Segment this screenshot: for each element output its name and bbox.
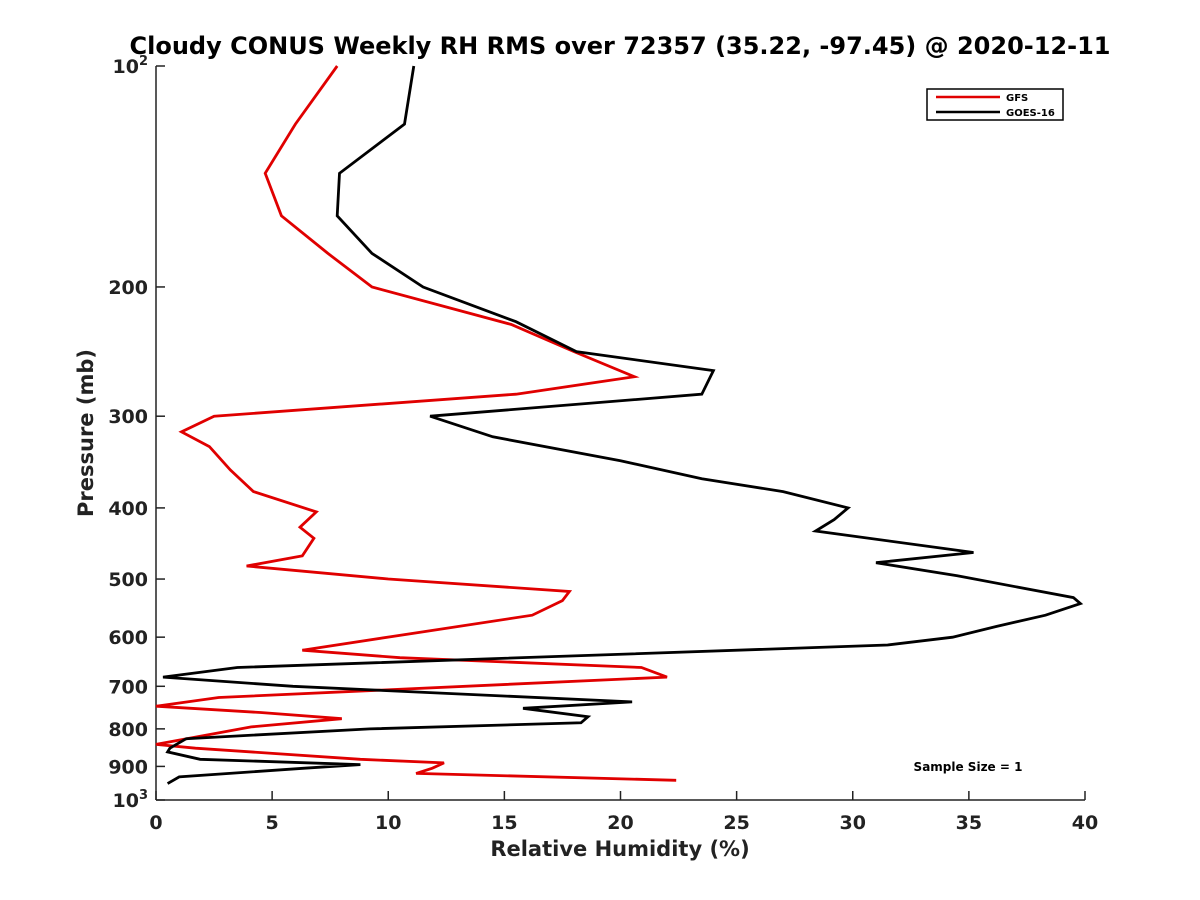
y-axis-label: Pressure (mb) xyxy=(74,349,98,517)
legend: GFS GOES-16 xyxy=(926,88,1064,121)
series-layer xyxy=(155,65,1084,785)
y-tick-label: 700 xyxy=(108,676,148,698)
x-tick-label: 10 xyxy=(375,812,401,834)
x-tick-label: 0 xyxy=(149,812,162,834)
x-tick-label: 40 xyxy=(1072,812,1098,834)
x-tick-label: 5 xyxy=(266,812,279,834)
y-tick-label: 400 xyxy=(108,498,148,520)
y-tick-label: 103 xyxy=(113,788,149,812)
x-tick-label: 25 xyxy=(723,812,749,834)
x-tick-label: 20 xyxy=(607,812,633,834)
y-tick-label: 800 xyxy=(108,719,148,741)
chart-title: Cloudy CONUS Weekly RH RMS over 72357 (3… xyxy=(130,32,1111,60)
x-tick-label: 35 xyxy=(956,812,982,834)
x-axis-ticks: 0 5 10 15 20 25 30 35 40 xyxy=(149,791,1098,834)
legend-entry-label: GFS xyxy=(1006,93,1028,104)
x-axis-label: Relative Humidity (%) xyxy=(490,837,749,861)
sample-size-annotation: Sample Size = 1 xyxy=(914,760,1023,774)
legend-entry-label: GOES-16 xyxy=(1006,108,1055,119)
series-line-goes-16 xyxy=(162,65,1084,785)
x-tick-label: 30 xyxy=(840,812,866,834)
y-tick-label: 500 xyxy=(108,569,148,591)
series-line-gfs xyxy=(155,65,677,782)
y-tick-label: 600 xyxy=(108,627,148,649)
x-tick-label: 15 xyxy=(491,812,517,834)
plot-area xyxy=(155,66,1085,801)
legend-box xyxy=(926,88,1064,121)
y-axis-ticks: 102 200 300 400 500 600 700 800 900 103 xyxy=(108,54,165,812)
y-tick-label: 300 xyxy=(108,406,148,428)
y-tick-label: 102 xyxy=(113,54,149,78)
y-tick-label: 200 xyxy=(108,277,148,299)
y-tick-label: 900 xyxy=(108,756,148,778)
